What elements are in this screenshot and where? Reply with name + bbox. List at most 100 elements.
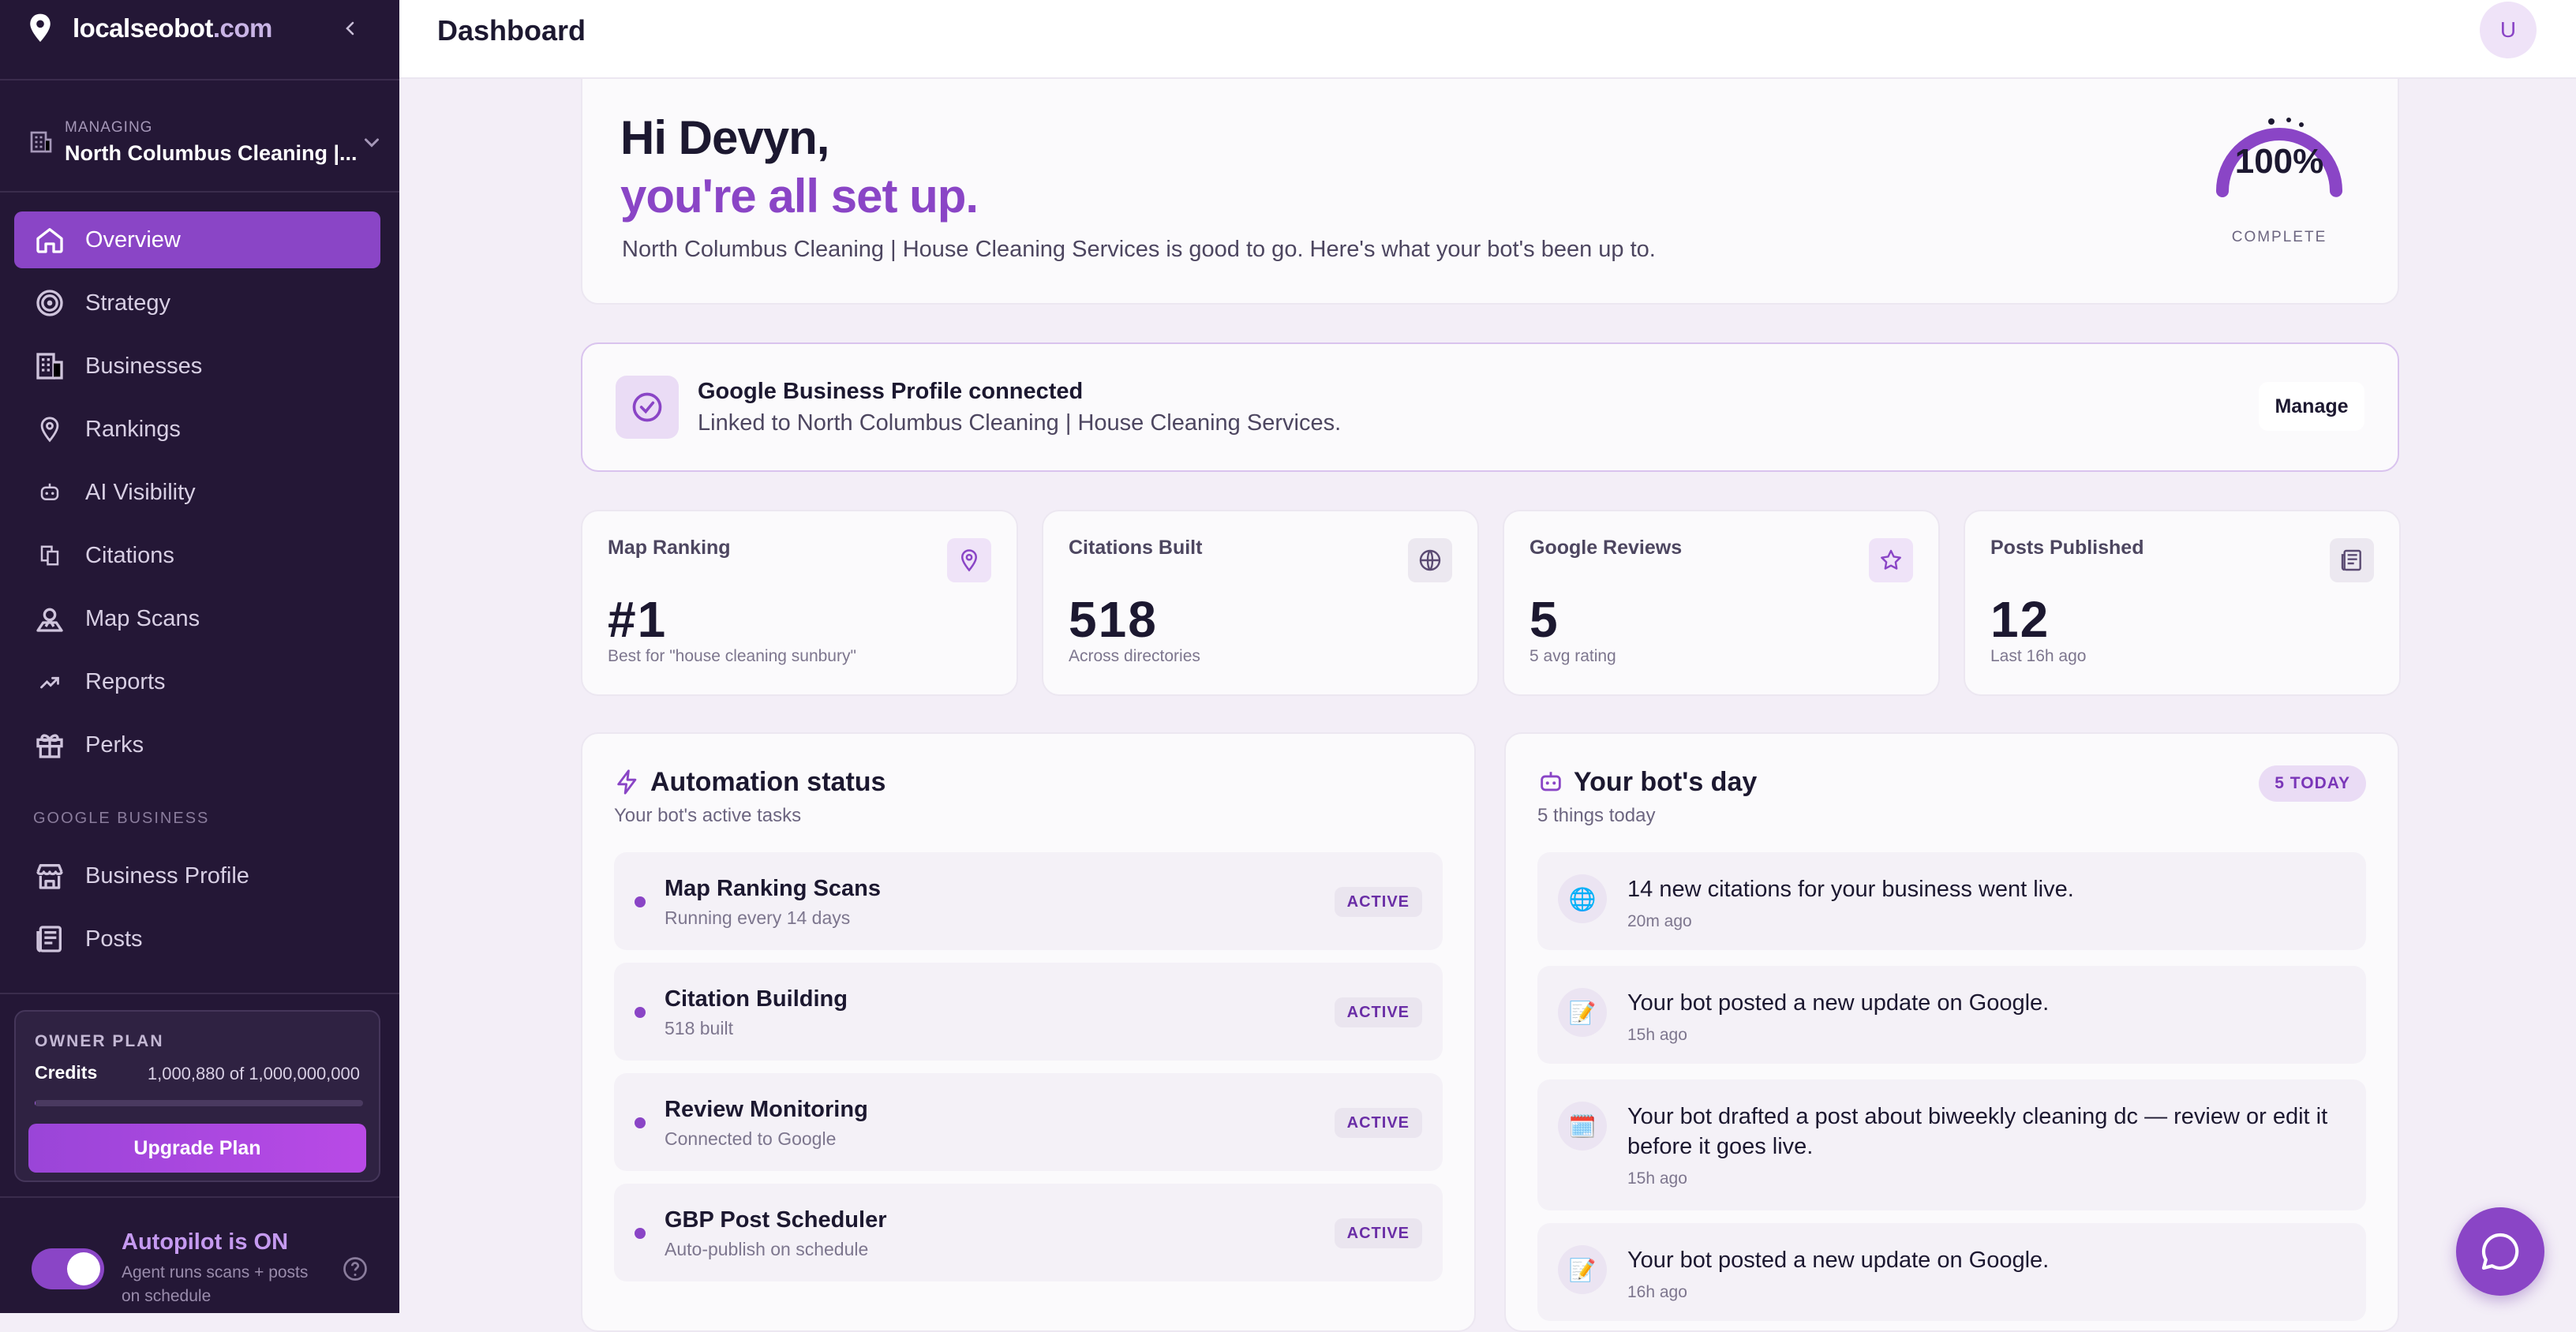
status-dot bbox=[635, 1117, 646, 1128]
sidebar-nav: Overview Strategy Businesses Rankings AI… bbox=[14, 211, 380, 780]
status-dot bbox=[635, 1228, 646, 1239]
trend-icon bbox=[33, 665, 66, 698]
stat-card-posts-published[interactable]: Posts Published 12 Last 16h ago bbox=[1964, 510, 2401, 696]
activity-text: Your bot posted a new update on Google. bbox=[1627, 988, 2338, 1018]
stat-value: 5 bbox=[1530, 590, 1559, 649]
task-row[interactable]: Citation Building 518 built ACTIVE bbox=[614, 963, 1443, 1061]
gbp-subtitle: Linked to North Columbus Cleaning | Hous… bbox=[698, 410, 1341, 436]
manage-button[interactable]: Manage bbox=[2259, 382, 2364, 431]
setup-progress-gauge: 100% COMPLETE bbox=[2208, 112, 2350, 215]
location-pin-icon bbox=[27, 13, 54, 44]
credits-label: Credits bbox=[35, 1062, 97, 1083]
activity-text: 14 new citations for your business went … bbox=[1627, 874, 2338, 904]
activity-text: Your bot drafted a post about biweekly c… bbox=[1627, 1102, 2338, 1162]
chat-bubble-icon bbox=[2478, 1229, 2522, 1274]
status-dot bbox=[635, 896, 646, 907]
google-business-nav: Business Profile Posts bbox=[14, 847, 380, 974]
setup-headline: you're all set up. bbox=[620, 169, 978, 223]
task-name: Map Ranking Scans bbox=[665, 876, 881, 902]
activity-item[interactable]: 🗓️ Your bot drafted a post about biweekl… bbox=[1537, 1079, 2366, 1210]
sidebar-item-posts[interactable]: Posts bbox=[14, 911, 380, 967]
brand-logo[interactable]: localseobot.com bbox=[27, 6, 272, 51]
sidebar-item-label: Map Scans bbox=[85, 606, 200, 632]
check-circle-icon bbox=[616, 376, 679, 439]
google-business-section-label: GOOGLE BUSINESS bbox=[33, 810, 209, 828]
stat-label: Map Ranking bbox=[608, 537, 731, 559]
task-name: Citation Building bbox=[665, 986, 848, 1012]
home-icon bbox=[33, 223, 66, 256]
memo-icon: 📝 bbox=[1558, 988, 1607, 1037]
stat-card-google-reviews[interactable]: Google Reviews 5 5 avg rating bbox=[1503, 510, 1940, 696]
sidebar-divider bbox=[0, 191, 399, 193]
task-detail: Running every 14 days bbox=[665, 907, 850, 929]
sidebar-item-citations[interactable]: Citations bbox=[14, 527, 380, 584]
map-scan-icon bbox=[33, 602, 66, 635]
activity-item[interactable]: 📝 Your bot posted a new update on Google… bbox=[1537, 966, 2366, 1064]
sidebar-divider bbox=[0, 79, 399, 80]
chevron-down-icon bbox=[358, 128, 386, 156]
sidebar-divider bbox=[0, 993, 399, 994]
top-bar: Dashboard U bbox=[399, 0, 2576, 79]
bot-day-panel: Your bot's day 5 things today 5 TODAY 🌐 … bbox=[1504, 732, 2399, 1332]
sidebar-item-ai-visibility[interactable]: AI Visibility bbox=[14, 464, 380, 521]
task-name: GBP Post Scheduler bbox=[665, 1207, 887, 1233]
credits-progress-bar bbox=[35, 1100, 363, 1106]
activity-time: 15h ago bbox=[1627, 1026, 1687, 1045]
bot-icon bbox=[33, 476, 66, 509]
sidebar-item-label: Strategy bbox=[85, 290, 170, 316]
lightning-icon bbox=[614, 769, 641, 795]
collapse-sidebar-button[interactable] bbox=[335, 13, 366, 44]
progress-value: 100% bbox=[2208, 142, 2350, 181]
page-title: Dashboard bbox=[437, 14, 586, 47]
sidebar: localseobot.com MANAGING North Columbus … bbox=[0, 0, 399, 1313]
globe-icon: 🌐 bbox=[1558, 874, 1607, 923]
task-detail: Auto-publish on schedule bbox=[665, 1239, 868, 1260]
sidebar-item-strategy[interactable]: Strategy bbox=[14, 275, 380, 331]
status-badge: ACTIVE bbox=[1335, 887, 1422, 917]
pin-icon bbox=[947, 538, 991, 582]
stat-subtext: 5 avg rating bbox=[1530, 647, 1616, 666]
task-row[interactable]: GBP Post Scheduler Auto-publish on sched… bbox=[614, 1184, 1443, 1281]
sidebar-item-label: Businesses bbox=[85, 354, 202, 380]
autopilot-toggle[interactable] bbox=[32, 1248, 104, 1289]
sidebar-item-businesses[interactable]: Businesses bbox=[14, 338, 380, 395]
sidebar-item-label: AI Visibility bbox=[85, 480, 196, 506]
stat-card-map-ranking[interactable]: Map Ranking #1 Best for "house cleaning … bbox=[581, 510, 1018, 696]
progress-label: COMPLETE bbox=[2208, 229, 2350, 246]
sidebar-item-label: Reports bbox=[85, 669, 166, 695]
citations-icon bbox=[33, 539, 66, 572]
panel-title: Automation status bbox=[650, 767, 886, 798]
today-count-badge: 5 TODAY bbox=[2259, 765, 2366, 802]
help-icon[interactable] bbox=[341, 1255, 369, 1283]
activity-item[interactable]: 📝 Your bot posted a new update on Google… bbox=[1537, 1223, 2366, 1321]
task-row[interactable]: Review Monitoring Connected to Google AC… bbox=[614, 1073, 1443, 1171]
gbp-connected-card: Google Business Profile connected Linked… bbox=[581, 342, 2399, 472]
target-icon bbox=[33, 286, 66, 320]
store-icon bbox=[33, 859, 66, 892]
stat-card-citations-built[interactable]: Citations Built 518 Across directories bbox=[1042, 510, 1479, 696]
user-avatar[interactable]: U bbox=[2480, 2, 2537, 58]
upgrade-plan-button[interactable]: Upgrade Plan bbox=[28, 1124, 366, 1173]
sidebar-item-map-scans[interactable]: Map Scans bbox=[14, 590, 380, 647]
brand-name: localseobot.com bbox=[73, 13, 272, 43]
managing-business-name: North Columbus Cleaning |... bbox=[65, 141, 358, 166]
welcome-card: Hi Devyn, you're all set up. North Colum… bbox=[581, 77, 2399, 305]
sidebar-item-rankings[interactable]: Rankings bbox=[14, 401, 380, 458]
stat-label: Posts Published bbox=[1990, 537, 2144, 559]
stat-label: Citations Built bbox=[1069, 537, 1202, 559]
activity-time: 15h ago bbox=[1627, 1169, 1687, 1188]
greeting: Hi Devyn, bbox=[620, 110, 829, 165]
sidebar-item-reports[interactable]: Reports bbox=[14, 653, 380, 710]
sidebar-item-business-profile[interactable]: Business Profile bbox=[14, 847, 380, 904]
newspaper-icon bbox=[33, 922, 66, 956]
task-row[interactable]: Map Ranking Scans Running every 14 days … bbox=[614, 852, 1443, 950]
calendar-icon: 🗓️ bbox=[1558, 1102, 1607, 1151]
autopilot-description: Agent runs scans + posts on schedule bbox=[122, 1261, 327, 1308]
pin-icon bbox=[33, 413, 66, 446]
stat-value: 12 bbox=[1990, 590, 2050, 649]
business-switcher[interactable]: MANAGING North Columbus Cleaning |... bbox=[27, 110, 374, 174]
chat-button[interactable] bbox=[2456, 1207, 2544, 1296]
sidebar-item-perks[interactable]: Perks bbox=[14, 717, 380, 773]
sidebar-item-overview[interactable]: Overview bbox=[14, 211, 380, 268]
activity-item[interactable]: 🌐 14 new citations for your business wen… bbox=[1537, 852, 2366, 950]
